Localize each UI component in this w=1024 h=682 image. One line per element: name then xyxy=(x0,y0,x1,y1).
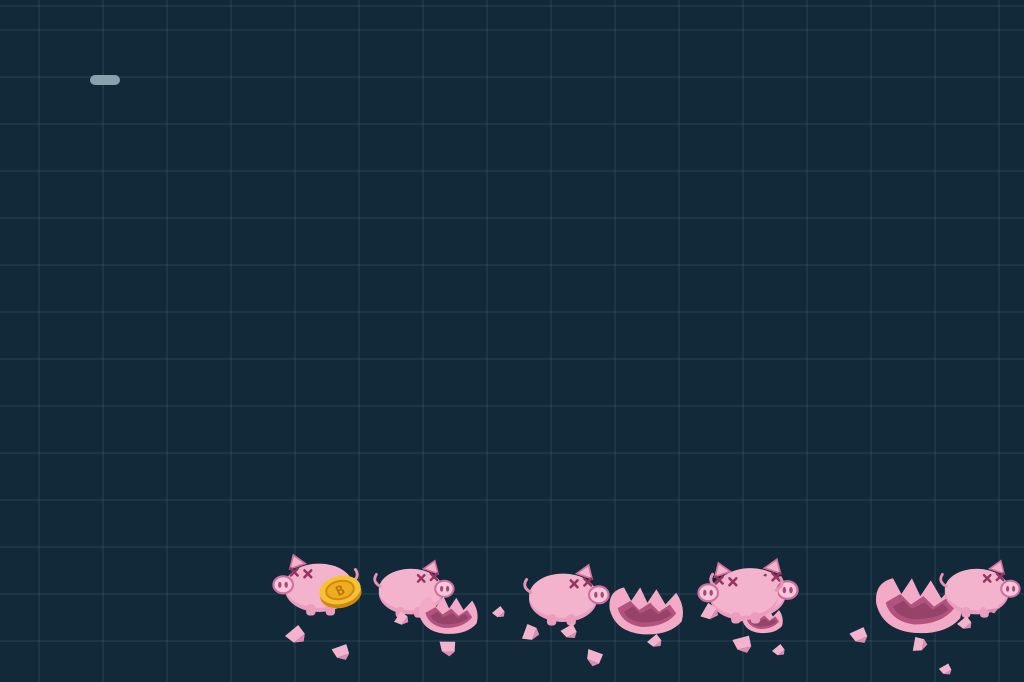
report-title-pill xyxy=(90,75,120,85)
broken-piggy-banks-illustration: B xyxy=(271,553,1021,676)
